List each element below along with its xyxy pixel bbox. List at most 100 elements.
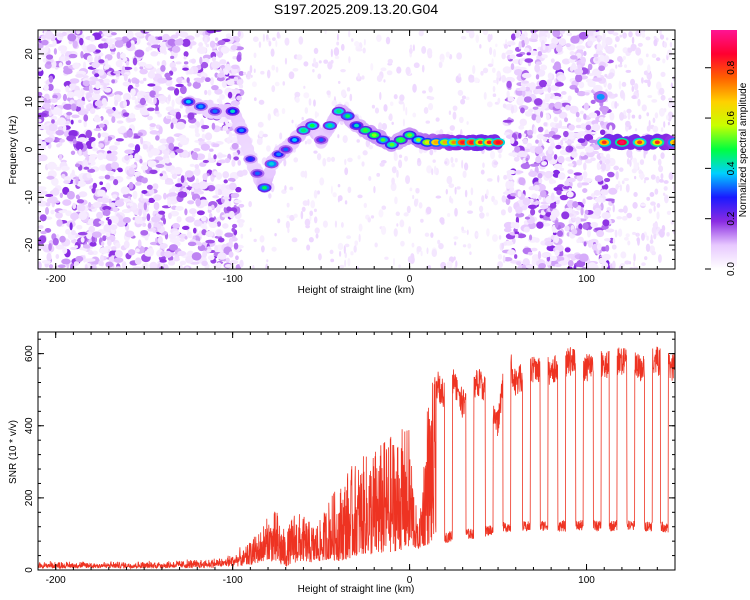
colorbar-bar bbox=[711, 30, 737, 269]
faint-blob bbox=[428, 86, 433, 93]
spectrogram-x-label: Height of straight line (km) bbox=[298, 285, 415, 296]
ridge-peak bbox=[318, 138, 324, 142]
noise-blob bbox=[216, 229, 222, 237]
noise-blob bbox=[533, 184, 540, 191]
noise-blob bbox=[72, 138, 77, 145]
noise-blob bbox=[175, 83, 184, 88]
noise-blob bbox=[134, 257, 142, 265]
ridge-peak bbox=[336, 109, 342, 114]
noise-blob bbox=[553, 235, 560, 244]
noise-blob bbox=[121, 198, 131, 202]
colorbar-tick-label: 0.0 bbox=[726, 262, 737, 276]
faint-blob bbox=[483, 92, 487, 100]
noise-blob bbox=[205, 230, 214, 237]
noise-blob bbox=[170, 169, 175, 175]
faint-blob bbox=[361, 161, 365, 167]
faint-blob bbox=[454, 207, 458, 217]
faint-blob bbox=[252, 265, 255, 269]
colorbar-tick-label: 0.8 bbox=[726, 60, 737, 74]
noise-blob bbox=[144, 234, 149, 241]
noise-blob bbox=[138, 61, 147, 67]
ridge-peak bbox=[407, 133, 413, 137]
faint-blob bbox=[447, 212, 451, 217]
noise-blob bbox=[550, 192, 555, 201]
noise-blob bbox=[121, 261, 127, 269]
noise-blob bbox=[577, 182, 583, 188]
noise-blob bbox=[48, 196, 58, 203]
noise-blob bbox=[575, 45, 586, 50]
noise-blob bbox=[73, 90, 83, 97]
faint-blob bbox=[286, 202, 290, 208]
noise-blob bbox=[164, 264, 169, 269]
faint-blob bbox=[654, 112, 659, 119]
noise-blob bbox=[227, 91, 233, 99]
faint-blob bbox=[465, 30, 470, 33]
noise-blob bbox=[174, 183, 183, 188]
noise-blob bbox=[595, 57, 599, 62]
noise-blob bbox=[238, 221, 244, 228]
noise-blob bbox=[201, 133, 206, 140]
noise-blob bbox=[169, 152, 176, 159]
noise-blob bbox=[126, 129, 133, 138]
faint-blob bbox=[462, 170, 467, 179]
x-tick-label: -200 bbox=[46, 575, 66, 586]
noise-blob bbox=[588, 139, 597, 144]
faint-blob bbox=[672, 228, 675, 235]
noise-blob bbox=[573, 265, 577, 269]
faint-blob bbox=[330, 185, 333, 195]
ridge-peak bbox=[424, 140, 430, 145]
noise-blob bbox=[604, 73, 608, 78]
noise-blob bbox=[537, 126, 544, 133]
faint-blob bbox=[639, 159, 645, 165]
noise-blob bbox=[217, 237, 225, 243]
noise-blob bbox=[212, 143, 220, 148]
noise-blob bbox=[38, 47, 48, 55]
faint-blob bbox=[373, 186, 376, 194]
noise-blob bbox=[206, 249, 212, 253]
noise-blob bbox=[222, 196, 230, 200]
faint-blob bbox=[353, 245, 357, 253]
noise-blob bbox=[158, 210, 166, 215]
faint-blob bbox=[632, 261, 636, 267]
x-tick-label: 0 bbox=[407, 575, 413, 586]
faint-blob bbox=[266, 145, 271, 152]
faint-blob bbox=[493, 161, 499, 166]
noise-blob bbox=[536, 133, 546, 140]
noise-blob bbox=[599, 152, 604, 158]
faint-blob bbox=[252, 36, 259, 42]
faint-blob bbox=[454, 241, 457, 246]
noise-blob bbox=[143, 202, 148, 211]
faint-blob bbox=[249, 227, 252, 232]
faint-blob bbox=[418, 202, 423, 209]
noise-blob bbox=[541, 252, 552, 258]
noise-blob bbox=[601, 212, 611, 220]
noise-blob bbox=[233, 199, 242, 204]
noise-blob bbox=[134, 49, 145, 58]
noise-blob bbox=[605, 198, 615, 202]
faint-blob bbox=[661, 224, 666, 232]
noise-blob bbox=[538, 178, 543, 184]
ridge-peak bbox=[495, 140, 501, 145]
faint-blob bbox=[391, 177, 395, 185]
faint-blob bbox=[662, 192, 666, 196]
noise-blob bbox=[73, 261, 80, 266]
faint-blob bbox=[329, 249, 334, 255]
noise-blob bbox=[139, 66, 144, 70]
faint-blob bbox=[293, 157, 299, 163]
faint-blob bbox=[293, 213, 298, 218]
x-tick-label: -100 bbox=[223, 274, 243, 285]
noise-blob bbox=[179, 260, 187, 266]
noise-blob bbox=[228, 131, 233, 139]
noise-blob bbox=[575, 111, 580, 118]
faint-blob bbox=[646, 125, 651, 132]
faint-blob bbox=[258, 41, 262, 48]
noise-blob bbox=[87, 251, 94, 255]
ridge-peak bbox=[477, 140, 483, 145]
noise-blob bbox=[535, 155, 542, 164]
faint-blob bbox=[380, 67, 387, 72]
noise-blob bbox=[520, 107, 525, 114]
noise-blob bbox=[88, 84, 93, 92]
noise-blob bbox=[510, 105, 515, 114]
faint-blob bbox=[613, 165, 620, 171]
faint-blob bbox=[388, 113, 393, 122]
